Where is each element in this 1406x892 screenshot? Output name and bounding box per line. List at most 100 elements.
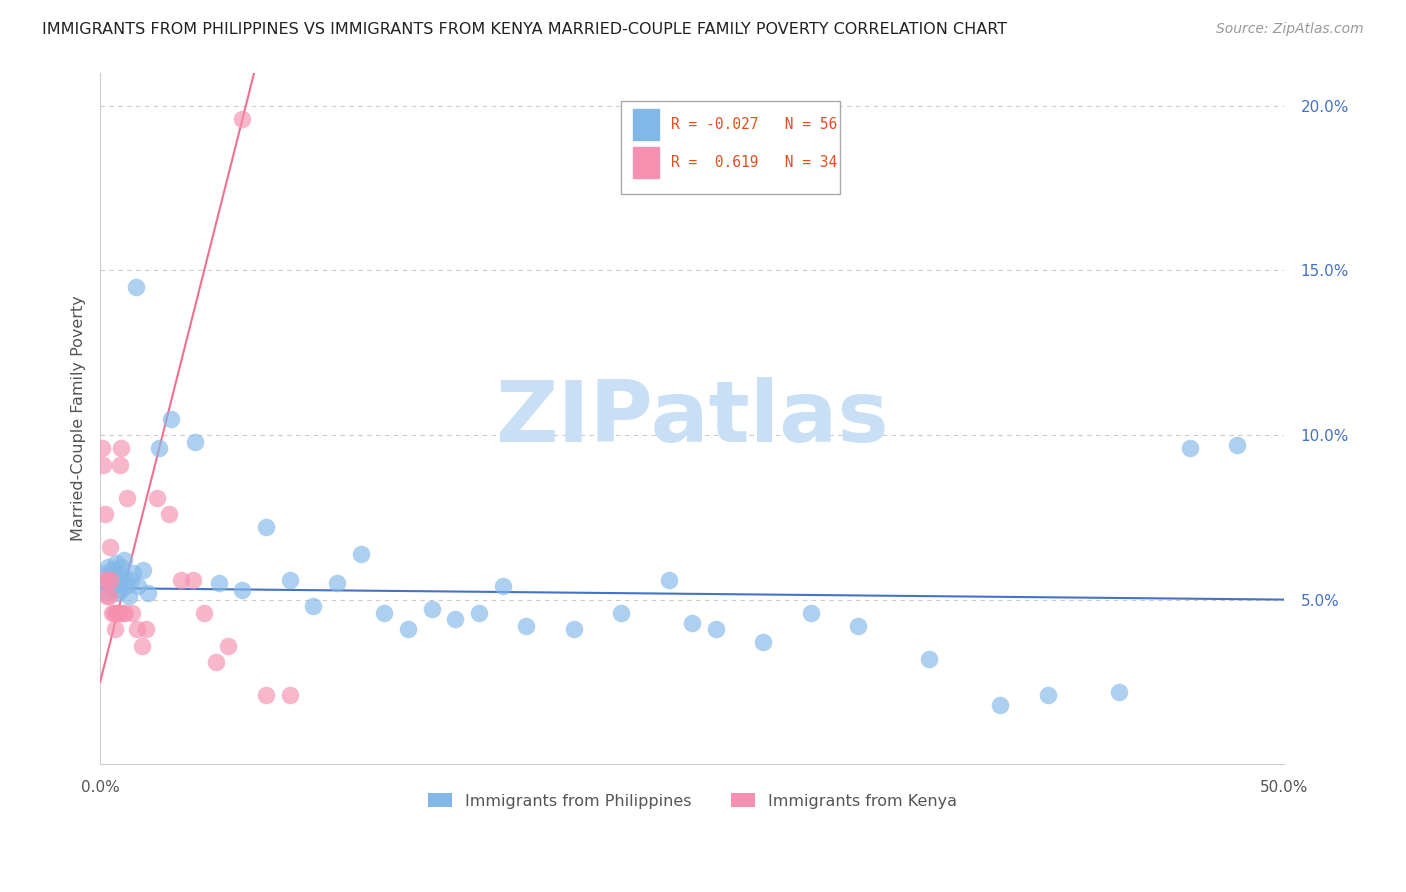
Point (96, 576, 118, 591)
Point (610, 606, 633, 620)
Point (160, 411, 183, 425)
Point (91, 441, 114, 455)
Point (254, 520, 277, 534)
Legend: Immigrants from Philippines, Immigrants from Kenya: Immigrants from Philippines, Immigrants … (422, 787, 963, 815)
Point (254, 688, 277, 702)
Point (135, 622, 157, 636)
Point (98, 540, 121, 554)
Y-axis label: Married-Couple Family Poverty: Married-Couple Family Poverty (72, 295, 86, 541)
Point (169, 573, 191, 587)
Point (231, 582, 253, 597)
Point (468, 606, 491, 620)
Point (96, 590, 118, 604)
Point (148, 441, 170, 455)
Point (184, 434, 207, 449)
Point (131, 639, 153, 653)
Point (157, 507, 180, 521)
Point (444, 612, 467, 626)
FancyBboxPatch shape (621, 101, 841, 194)
Point (110, 559, 132, 574)
Point (100, 573, 122, 587)
Point (111, 606, 134, 620)
Point (1178, 441, 1201, 455)
Point (108, 576, 131, 591)
Point (101, 579, 124, 593)
Point (107, 606, 129, 620)
Point (120, 573, 142, 587)
Point (104, 622, 127, 636)
Point (326, 576, 349, 591)
Point (302, 599, 325, 614)
Point (658, 573, 681, 587)
Point (98, 582, 121, 597)
Point (100, 569, 122, 583)
Bar (633, 109, 659, 140)
Point (97, 559, 120, 574)
Point (681, 615, 703, 630)
Point (125, 622, 148, 636)
Point (181, 573, 204, 587)
Point (98, 590, 121, 604)
Point (136, 586, 159, 600)
Point (205, 655, 228, 669)
Point (207, 576, 229, 591)
Point (800, 606, 823, 620)
Point (988, 698, 1011, 712)
Point (103, 606, 125, 620)
Point (1108, 685, 1130, 699)
Point (278, 688, 301, 702)
Point (704, 622, 727, 636)
Point (112, 553, 135, 567)
Point (752, 635, 775, 649)
Point (124, 280, 146, 294)
Point (122, 566, 145, 581)
Point (562, 622, 585, 636)
Point (846, 619, 869, 633)
Point (396, 622, 419, 636)
Text: IMMIGRANTS FROM PHILIPPINES VS IMMIGRANTS FROM KENYA MARRIED-COUPLE FAMILY POVER: IMMIGRANTS FROM PHILIPPINES VS IMMIGRANT… (42, 22, 1007, 37)
Point (91, 458, 114, 472)
Point (373, 606, 395, 620)
Point (515, 619, 537, 633)
Point (492, 579, 515, 593)
Bar (633, 147, 659, 178)
Point (94, 586, 117, 600)
Point (231, 112, 253, 126)
Point (103, 573, 125, 587)
Point (117, 491, 139, 505)
Point (94, 566, 117, 581)
Point (121, 606, 143, 620)
Text: Source: ZipAtlas.com: Source: ZipAtlas.com (1216, 22, 1364, 37)
Point (115, 579, 138, 593)
Point (105, 566, 128, 581)
Point (110, 582, 132, 597)
Point (107, 586, 129, 600)
Text: ZIPatlas: ZIPatlas (495, 377, 889, 460)
Point (1226, 438, 1249, 452)
Point (278, 573, 301, 587)
Point (97, 573, 120, 587)
Point (104, 557, 127, 571)
Point (350, 547, 373, 561)
Point (111, 569, 134, 583)
Point (193, 606, 215, 620)
Point (108, 458, 131, 472)
Point (105, 606, 128, 620)
Point (101, 563, 124, 577)
Text: R =  0.619   N = 34: R = 0.619 N = 34 (671, 155, 837, 170)
Point (127, 579, 149, 593)
Point (117, 590, 139, 604)
Point (918, 652, 941, 666)
Point (101, 606, 124, 620)
Point (110, 441, 132, 455)
Point (94, 507, 117, 521)
Point (93, 573, 115, 587)
Point (132, 563, 155, 577)
Point (146, 491, 169, 505)
Point (217, 639, 239, 653)
Point (420, 602, 443, 616)
Text: R = -0.027   N = 56: R = -0.027 N = 56 (671, 117, 837, 132)
Point (105, 606, 128, 620)
Point (1036, 688, 1059, 702)
Point (114, 606, 136, 620)
